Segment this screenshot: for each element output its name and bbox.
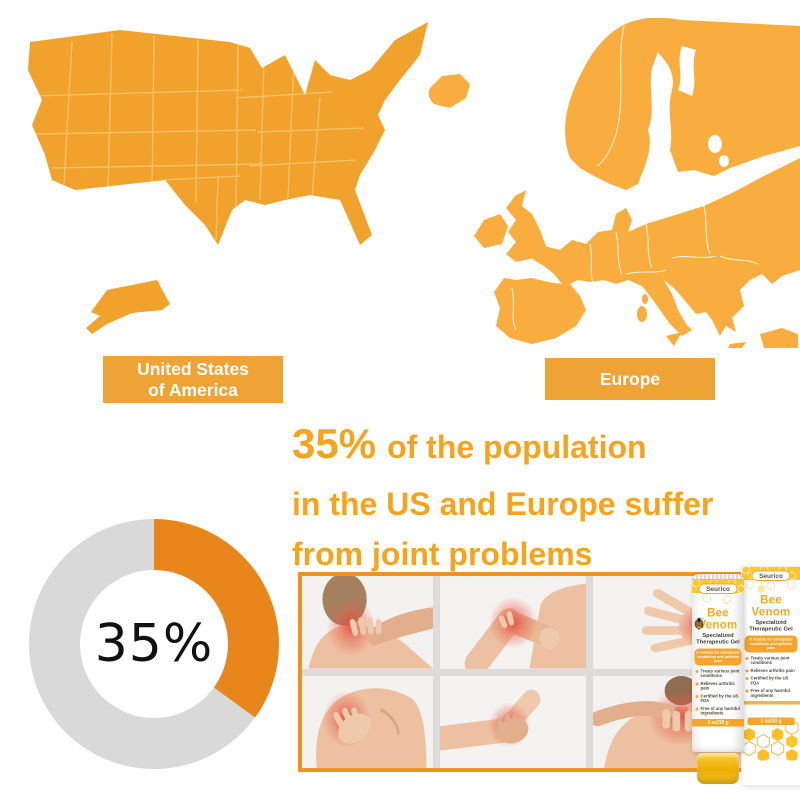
photo-chest-pain xyxy=(302,675,433,768)
ireland xyxy=(474,214,508,248)
product-subtitle-line1: Specialized xyxy=(755,619,787,626)
corsica xyxy=(642,294,648,304)
product-banner: A remedy for orthopedic conditions and a… xyxy=(744,635,798,653)
product-size: 1 oz/30 g xyxy=(747,717,795,725)
us-map-svg xyxy=(28,22,428,334)
sicily xyxy=(666,332,682,346)
donut-value: 35% xyxy=(94,614,214,674)
europe-country-borders xyxy=(511,25,759,331)
product-bullet: Relieves arthritis pain xyxy=(695,681,743,691)
photo-neck-pain xyxy=(302,576,433,669)
brand-badge: Seurico xyxy=(751,570,791,581)
scandinavia xyxy=(565,17,800,191)
photo-chest-pain-image xyxy=(302,675,433,768)
product-tube: Seurico Bee Venom xyxy=(692,574,744,786)
hand xyxy=(349,616,382,636)
anatolia-edge xyxy=(760,328,798,348)
tube-crimp-seal xyxy=(692,574,744,580)
headline-line-1: 35% of the population xyxy=(292,419,800,479)
product-subtitle-line2: Therapeutic Gel xyxy=(749,625,793,632)
product-bullet: Free of any harmful ingredients xyxy=(745,688,799,699)
europe-map-svg xyxy=(428,17,800,348)
europe-label-text: Europe xyxy=(599,369,661,389)
product-title-line2: Venom xyxy=(751,605,791,618)
gripping-fingers xyxy=(496,713,525,741)
us-label-banner: United States of America xyxy=(103,356,283,403)
tube-cap xyxy=(697,753,739,784)
product-bullet: Relieves arthritis pain xyxy=(745,668,799,673)
product-title-line1: Bee xyxy=(707,606,729,619)
bee-icon xyxy=(693,617,704,630)
product-bullet-list: Treats various joint conditions Relieves… xyxy=(745,655,799,699)
headline: 35% of the population in the US and Europ… xyxy=(292,419,800,579)
photo-wrist-pain xyxy=(440,675,586,768)
europe-label-banner: Europe xyxy=(545,358,715,400)
product-tube-body: Seurico Bee Venom xyxy=(692,574,744,752)
iceland xyxy=(428,74,470,108)
donut-chart: 35% xyxy=(29,519,279,769)
us-label-line2: of America xyxy=(148,379,238,400)
honeycomb-light xyxy=(746,580,795,593)
product-bullet: Certified by the US FDA xyxy=(695,693,743,704)
alaska xyxy=(86,280,170,334)
product-bullet: Free of any harmful ingredients xyxy=(695,706,743,716)
donut-hole: 35% xyxy=(80,570,228,718)
product-bullet-list: Treats various joint conditions Relieves… xyxy=(695,668,743,716)
headline-stat: 35% xyxy=(292,420,377,467)
box-accent-strip xyxy=(742,701,800,705)
product-bullet: Certified by the US FDA xyxy=(745,676,799,686)
honeycomb-light xyxy=(703,593,731,605)
headline-line-2: in the US and Europe suffer xyxy=(292,486,714,522)
photo-elbow-pain xyxy=(440,576,586,669)
crete xyxy=(728,342,746,348)
photo-neck-pain-image xyxy=(302,576,433,669)
product-subtitle-line1: Specialized xyxy=(702,632,734,639)
europe-map xyxy=(420,17,800,348)
product-title-line1: Bee xyxy=(760,593,782,606)
photo-wrist-pain-image xyxy=(440,675,586,768)
product-bullet: Treats various joint conditions xyxy=(695,668,743,679)
box-honeycomb-bottom: 1 oz/30 g xyxy=(742,705,800,763)
product-banner: A remedy for orthopedic conditions and a… xyxy=(694,648,742,666)
product-box: Seurico Bee Venom Specialized Therapeuti… xyxy=(742,567,800,785)
britain xyxy=(506,190,546,262)
photo-elbow-pain-image xyxy=(440,576,586,669)
sardinia xyxy=(637,306,647,322)
us-map xyxy=(12,8,437,348)
product-bullet: Treats various joint conditions xyxy=(745,655,799,666)
us-mainland xyxy=(28,22,428,245)
europe-mainland xyxy=(494,158,800,344)
us-state-borders xyxy=(31,33,365,241)
us-label-line1: United States xyxy=(137,358,249,379)
product-shot: Seurico Bee Venom Specialized Therapeuti… xyxy=(686,562,800,794)
headline-after-stat: of the population xyxy=(387,429,647,465)
headline-line-3: from joint problems xyxy=(292,536,593,572)
seas xyxy=(678,46,729,167)
product-title-line2: Venom xyxy=(698,618,738,631)
product-size: 1 oz/30 g xyxy=(692,718,744,727)
brand-badge: Seurico xyxy=(698,583,738,594)
honeycomb-pattern xyxy=(742,720,799,763)
hand xyxy=(333,706,361,729)
product-subtitle-line2: Therapeutic Gel xyxy=(696,638,740,645)
